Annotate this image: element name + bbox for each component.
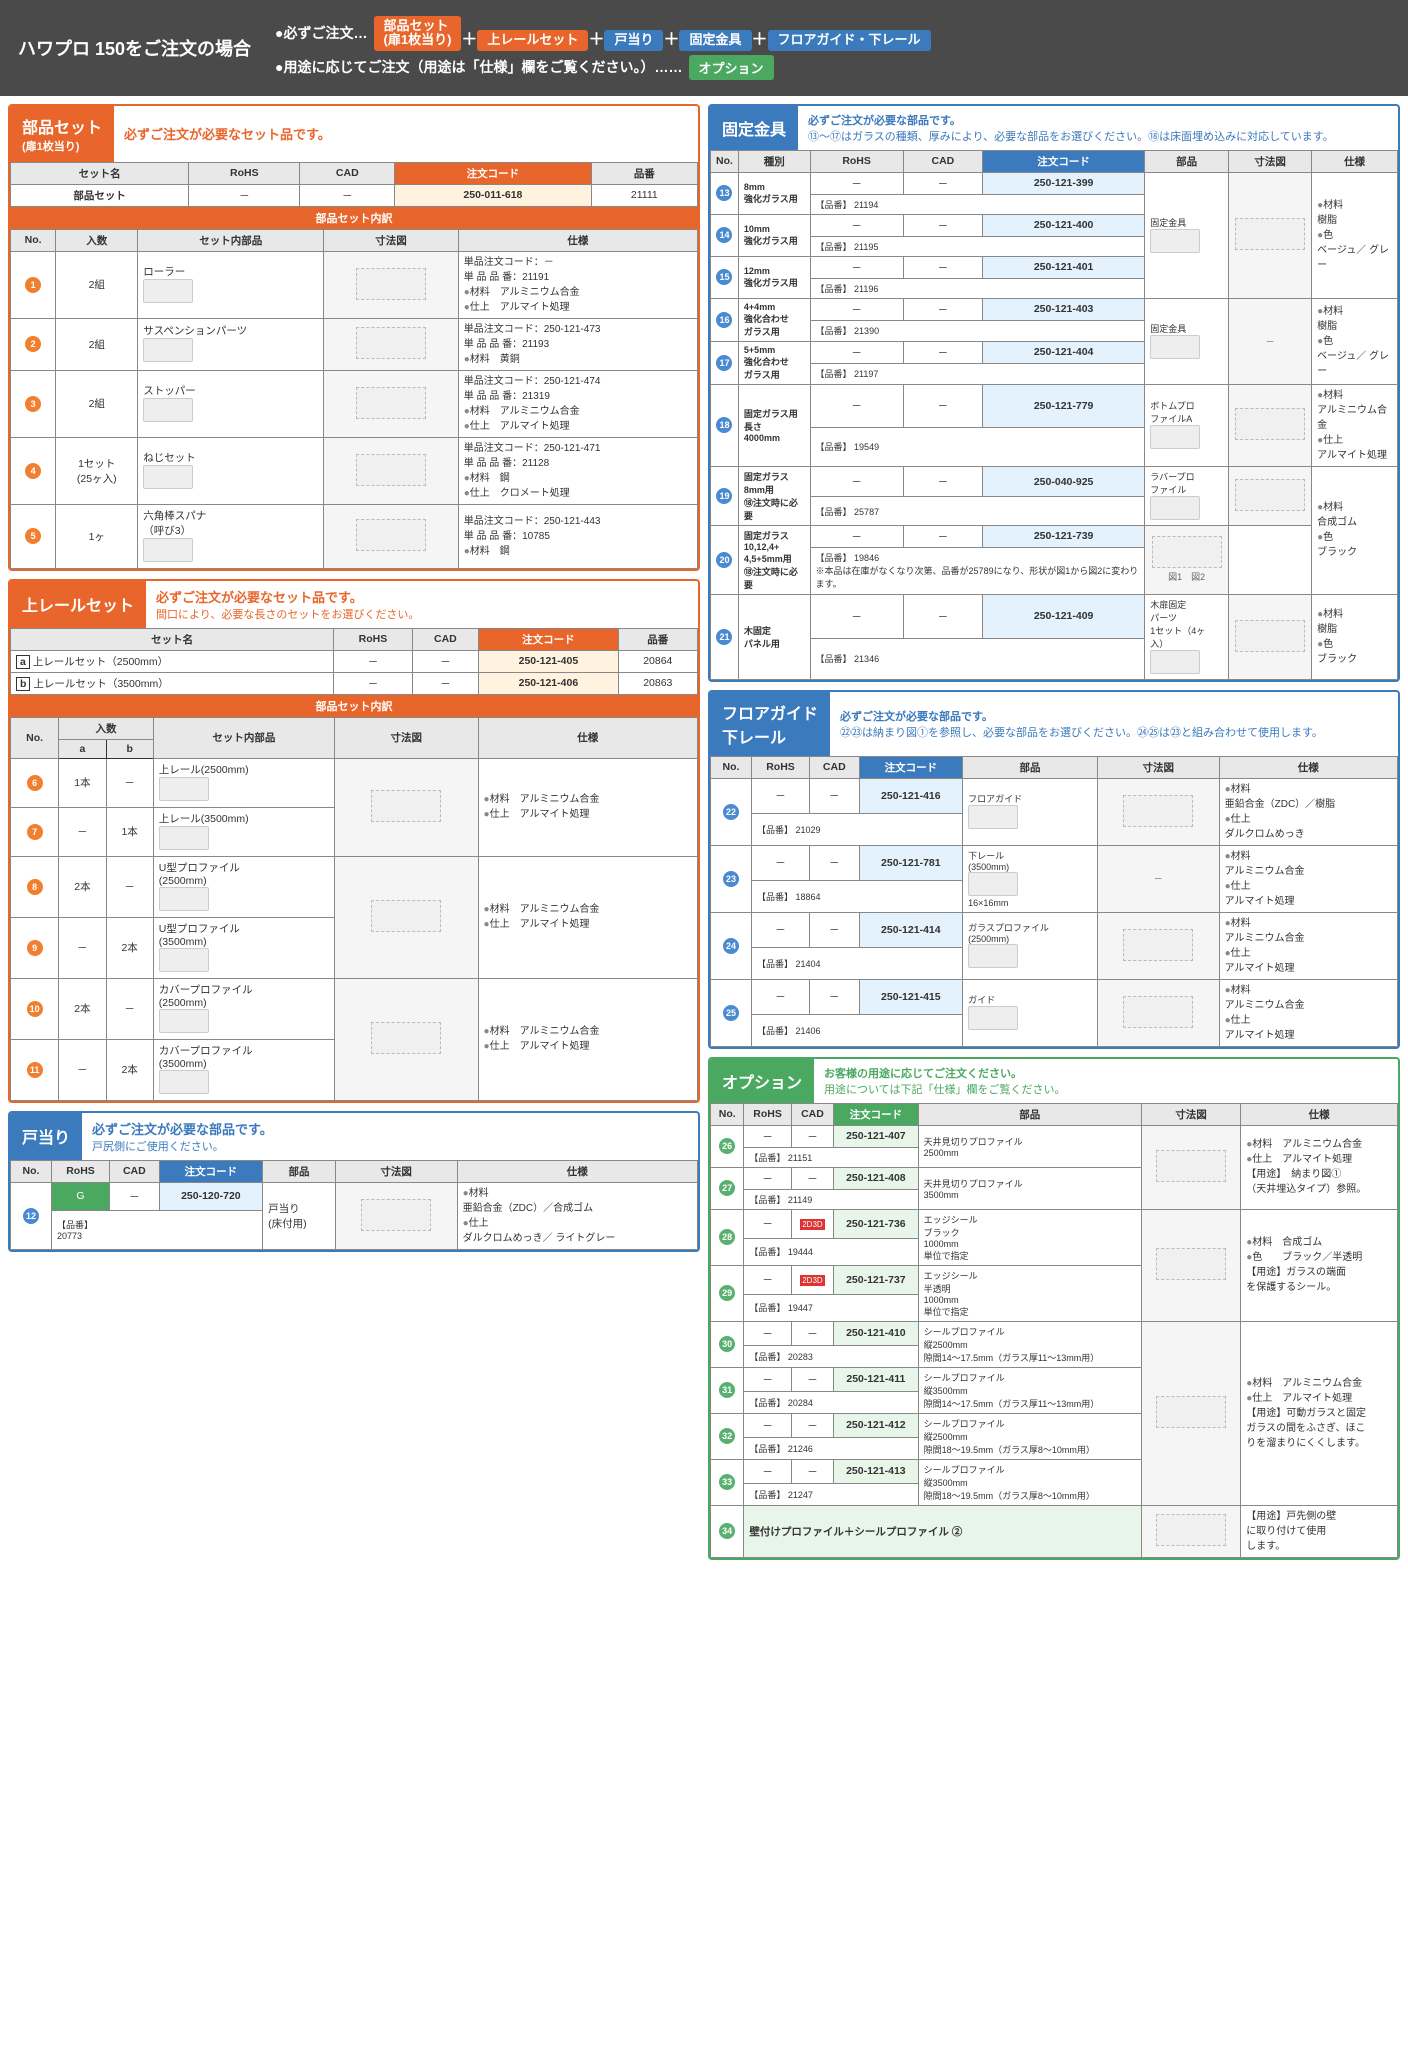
parts-set-item: 5 1ヶ 六角棒スパナ （呼び3） 単品注文コード：250-121-443単 品… (11, 504, 698, 568)
upper-rail-breakdown: No.入数セット内部品寸法図仕様 ab 6 1本－ 上レール(2500mm)●材… (10, 717, 698, 1101)
section-fix: 固定金具 必ずご注文が必要な部品です。 ⑬〜⑰はガラスの種類、厚みにより、必要な… (708, 104, 1400, 682)
door-stop-title: 戸当り (10, 1113, 82, 1160)
door-stop-table: No.RoHSCAD注文コード部品寸法図仕様 12 G － 250-120-72… (10, 1160, 698, 1250)
upper-rail-table: セット名RoHSCAD注文コード品番 a 上レールセット（2500mm） －－2… (10, 628, 698, 695)
floor-item: 24 －－ 250-121-414 ガラスプロファイル (2500mm) ●材料… (711, 912, 1398, 947)
section-door-stop: 戸当り 必ずご注文が必要な部品です。 戸尻側にご使用ください。 No.RoHSC… (8, 1111, 700, 1252)
parts-set-item: 3 2組 ストッパー 単品注文コード：250-121-474単 品 品 番：21… (11, 370, 698, 437)
floor-item: 22 －－ 250-121-416 フロアガイド ●材料亜鉛合金（ZDC）／樹脂… (711, 778, 1398, 813)
upper-rail-note: 必ずご注文が必要なセット品です。 間口により、必要な長さのセットをお選びください… (146, 581, 698, 628)
fix-item: 18 固定ガラス用 長さ 4000mm －－ 250-121-779ボトムプロ … (711, 384, 1398, 427)
upper-rail-breakdown-label: 部品セット内訳 (10, 695, 698, 717)
door-stop-note: 必ずご注文が必要な部品です。 戸尻側にご使用ください。 (82, 1113, 698, 1160)
floor-title: フロアガイド 下レール (710, 692, 830, 756)
fix-item: 19 固定ガラス 8mm用 ⑱注文時に必要 －－ 250-040-925ラバープ… (711, 466, 1398, 497)
header-lines: ●必ずご注文… 部品セット (扉1枚当り)＋上レールセット＋戸当り＋固定金具＋フ… (275, 12, 1390, 84)
upper-rail-item: 10 2本－ カバープロファイル (2500mm)●材料 アルミニウム合金●仕上… (11, 978, 698, 1039)
parts-set-table: セット名RoHSCAD注文コード品番 部品セット － － 250-011-618… (10, 162, 698, 207)
option-item: 30 －－ 250-121-410 シールプロファイル 縦2500mm 隙間14… (711, 1321, 1398, 1345)
upper-rail-row: a 上レールセット（2500mm） －－250-121-40520864 (11, 650, 698, 672)
fix-item: 21 木固定 パネル用 －－ 250-121-409木扉固定 パーツ1セット（4… (711, 594, 1398, 639)
parts-set-note: 必ずご注文が必要なセット品です。 (114, 106, 698, 162)
parts-set-breakdown: No.入数セット内部品寸法図仕様 1 2組 ローラー 単品注文コード：－単 品 … (10, 229, 698, 569)
parts-set-item: 4 1セット (25ヶ入) ねじセット 単品注文コード：250-121-471単… (11, 437, 698, 504)
floor-item: 25 －－ 250-121-415 ガイド ●材料アルミニウム合金●仕上アルマイ… (711, 979, 1398, 1014)
upper-rail-row: b 上レールセット（3500mm） －－250-121-40620863 (11, 672, 698, 694)
section-floor: フロアガイド 下レール 必ずご注文が必要な部品です。 ㉒㉓は納まり図①を参照し、… (708, 690, 1400, 1049)
parts-set-breakdown-label: 部品セット内訳 (10, 207, 698, 229)
fix-item: 13 8mm 強化ガラス用 －－ 250-121-399固定金具●材料樹脂●色ベ… (711, 172, 1398, 194)
section-upper-rail: 上レールセット 必ずご注文が必要なセット品です。 間口により、必要な長さのセット… (8, 579, 700, 1103)
upper-rail-title: 上レールセット (10, 581, 146, 628)
option-item: 26 －－ 250-121-407 天井見切りプロファイル 2500mm●材料 … (711, 1125, 1398, 1147)
fix-item: 20 固定ガラス 10,12,4+ 4,5+5mm用 ⑱注文時に必要 －－ 25… (711, 525, 1398, 547)
header-title: ハワプロ 150をご注文の場合 (18, 35, 251, 61)
header-pill: 部品セット (扉1枚当り) (374, 16, 462, 51)
header-pill: 固定金具 (679, 30, 751, 50)
pill-option: オプション (689, 55, 774, 80)
fix-note: 必ずご注文が必要な部品です。 ⑬〜⑰はガラスの種類、厚みにより、必要な部品をお選… (798, 106, 1398, 150)
floor-note: 必ずご注文が必要な部品です。 ㉒㉓は納まり図①を参照し、必要な部品をお選びくださ… (830, 692, 1398, 756)
parts-set-title: 部品セット(扉1枚当り) (10, 106, 114, 162)
option-title: オプション (710, 1059, 814, 1103)
header-pill: フロアガイド・下レール (768, 30, 931, 50)
option-item: 28 －2D3D 250-121-736 エッジシール ブラック1000mm 単… (711, 1209, 1398, 1238)
header-line-2: ●用途に応じてご注文（用途は「仕様」欄をご覧ください。）…… オプション (275, 55, 1390, 80)
parts-set-item: 2 2組 サスペンションパーツ 単品注文コード：250-121-473単 品 品… (11, 318, 698, 370)
parts-set-row: 部品セット － － 250-011-618 21111 (11, 184, 698, 206)
fix-item: 16 4+4mm 強化合わせ ガラス用 －－ 250-121-403固定金具－●… (711, 298, 1398, 321)
floor-item: 23 －－ 250-121-781 下レール (3500mm)16×16mm －… (711, 845, 1398, 880)
fix-table: No.種別RoHSCAD注文コード部品寸法図仕様 13 8mm 強化ガラス用 －… (710, 150, 1398, 680)
option-table: No.RoHSCAD注文コード部品寸法図仕様 26 －－ 250-121-407… (710, 1103, 1398, 1558)
upper-rail-item: 8 2本－ U型プロファイル (2500mm)●材料 アルミニウム合金●仕上 ア… (11, 856, 698, 917)
option-note: お客様の用途に応じてご注文ください。 用途については下記「仕様」欄をご覧ください… (814, 1059, 1398, 1103)
header-line-1: ●必ずご注文… 部品セット (扉1枚当り)＋上レールセット＋戸当り＋固定金具＋フ… (275, 16, 1390, 51)
section-parts-set: 部品セット(扉1枚当り) 必ずご注文が必要なセット品です。 セット名RoHSCA… (8, 104, 700, 571)
header-pill: 上レールセット (477, 30, 588, 50)
upper-rail-item: 6 1本－ 上レール(2500mm)●材料 アルミニウム合金●仕上 アルマイト処… (11, 758, 698, 807)
floor-table: No.RoHSCAD注文コード部品寸法図仕様 22 －－ 250-121-416… (710, 756, 1398, 1047)
page-header: ハワプロ 150をご注文の場合 ●必ずご注文… 部品セット (扉1枚当り)＋上レ… (0, 0, 1408, 96)
door-stop-row: 12 G － 250-120-720 戸当り (床付用) ●材料亜鉛合金（ZDC… (11, 1182, 698, 1210)
parts-set-item: 1 2組 ローラー 単品注文コード：－単 品 品 番：21191●材料 アルミニ… (11, 251, 698, 318)
fix-title: 固定金具 (710, 106, 798, 150)
header-pill: 戸当り (604, 30, 663, 50)
section-option: オプション お客様の用途に応じてご注文ください。 用途については下記「仕様」欄を… (708, 1057, 1400, 1560)
option-footer-row: 34 壁付けプロファイル＋シールプロファイル ② 【用途】戸先側の壁に取り付けて… (711, 1505, 1398, 1557)
